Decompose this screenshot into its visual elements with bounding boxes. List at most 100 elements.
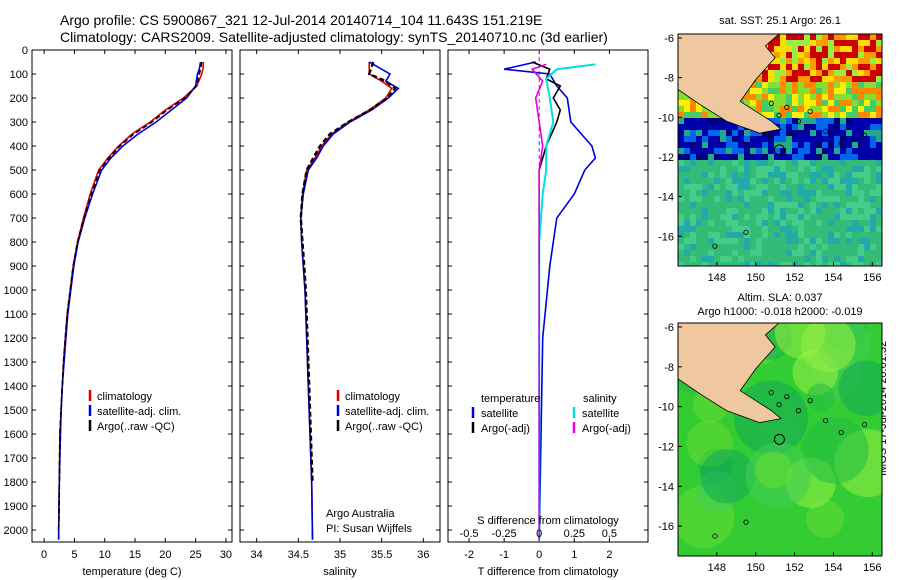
map-cell bbox=[828, 202, 834, 208]
map-cell bbox=[828, 172, 834, 178]
map-cell bbox=[762, 106, 768, 112]
map-cell bbox=[726, 208, 732, 214]
map-cell bbox=[762, 238, 768, 244]
map-cell bbox=[696, 124, 702, 130]
map-cell bbox=[780, 154, 786, 160]
map-cell bbox=[858, 58, 864, 64]
map-cell bbox=[858, 52, 864, 58]
map-cell bbox=[870, 262, 876, 266]
map-cell bbox=[798, 226, 804, 232]
map-cell bbox=[828, 262, 834, 266]
map-cell bbox=[858, 118, 864, 124]
map-cell bbox=[774, 256, 780, 262]
map-cell bbox=[780, 160, 786, 166]
map-cell bbox=[786, 238, 792, 244]
map-cell bbox=[750, 250, 756, 256]
x-tick-label: 5 bbox=[71, 549, 77, 561]
map-cell bbox=[870, 34, 876, 40]
map-y-tick-label: -16 bbox=[658, 521, 674, 533]
island-outline bbox=[795, 118, 802, 124]
map-cell bbox=[762, 256, 768, 262]
map-cell bbox=[858, 196, 864, 202]
map-cell bbox=[720, 256, 726, 262]
map-cell bbox=[720, 190, 726, 196]
map-cell bbox=[750, 226, 756, 232]
map-cell bbox=[780, 118, 786, 124]
map-cell bbox=[822, 88, 828, 94]
map-cell bbox=[840, 256, 846, 262]
map-cell bbox=[732, 244, 738, 250]
map-cell bbox=[744, 184, 750, 190]
map-cell bbox=[798, 94, 804, 100]
map-cell bbox=[792, 112, 798, 118]
map-cell bbox=[864, 202, 870, 208]
map-cell bbox=[792, 154, 798, 160]
map-cell bbox=[690, 220, 696, 226]
map-cell bbox=[876, 154, 882, 160]
map-cell bbox=[846, 160, 852, 166]
map-cell bbox=[846, 214, 852, 220]
map-cell bbox=[708, 166, 714, 172]
map-cell bbox=[876, 250, 882, 256]
map-cell bbox=[720, 220, 726, 226]
map-cell bbox=[816, 172, 822, 178]
map-cell bbox=[840, 172, 846, 178]
map-cell bbox=[834, 220, 840, 226]
map-x-tick-label: 156 bbox=[863, 562, 881, 574]
map-cell bbox=[846, 172, 852, 178]
map-cell bbox=[726, 160, 732, 166]
map-cell bbox=[852, 82, 858, 88]
map-cell bbox=[846, 208, 852, 214]
map-cell bbox=[696, 184, 702, 190]
map-cell bbox=[690, 202, 696, 208]
map-cell bbox=[714, 190, 720, 196]
map-cell bbox=[792, 208, 798, 214]
map-cell bbox=[828, 196, 834, 202]
map-cell bbox=[792, 238, 798, 244]
map-cell bbox=[756, 100, 762, 106]
map-cell bbox=[714, 214, 720, 220]
map-cell bbox=[768, 196, 774, 202]
x-tick-label: 0 bbox=[41, 549, 47, 561]
map-cell bbox=[840, 208, 846, 214]
map-cell bbox=[792, 232, 798, 238]
map-cell bbox=[774, 250, 780, 256]
map-cell bbox=[804, 184, 810, 190]
map-cell bbox=[684, 94, 690, 100]
map-cell bbox=[816, 166, 822, 172]
map-cell bbox=[852, 238, 858, 244]
map-cell bbox=[810, 256, 816, 262]
map-cell bbox=[858, 76, 864, 82]
map-cell bbox=[780, 244, 786, 250]
map-cell bbox=[738, 250, 744, 256]
map-cell bbox=[684, 184, 690, 190]
map-cell bbox=[846, 34, 852, 40]
map-cell bbox=[798, 250, 804, 256]
y-tick-label: 600 bbox=[10, 189, 28, 201]
map-cell bbox=[696, 172, 702, 178]
map-cell bbox=[738, 178, 744, 184]
legend-label: satellite-adj. clim. bbox=[97, 406, 181, 418]
map-cell bbox=[876, 130, 882, 136]
map-cell bbox=[756, 148, 762, 154]
map-cell bbox=[810, 76, 816, 82]
map-cell bbox=[852, 208, 858, 214]
map-cell bbox=[744, 214, 750, 220]
y-tick-label: 500 bbox=[10, 165, 28, 177]
map-cell bbox=[678, 190, 684, 196]
map-cell bbox=[798, 112, 804, 118]
map-cell bbox=[804, 118, 810, 124]
map-y-tick-label: -14 bbox=[658, 192, 674, 204]
map-cell bbox=[870, 250, 876, 256]
map-cell bbox=[738, 130, 744, 136]
map-cell bbox=[828, 118, 834, 124]
map-cell bbox=[690, 196, 696, 202]
map-cell bbox=[804, 196, 810, 202]
map-cell bbox=[684, 238, 690, 244]
map-cell bbox=[858, 220, 864, 226]
map-cell bbox=[816, 40, 822, 46]
map-cell bbox=[816, 34, 822, 40]
map-cell bbox=[828, 34, 834, 40]
map-cell bbox=[810, 52, 816, 58]
map-cell bbox=[804, 220, 810, 226]
